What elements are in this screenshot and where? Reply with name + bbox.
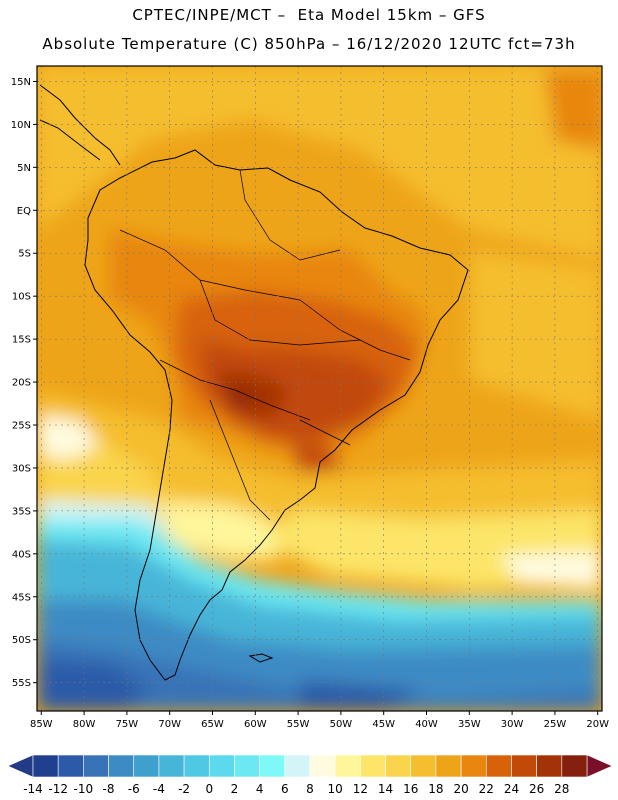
central-america-coast — [39, 84, 121, 166]
latitude-axis: 15N 10N 5N EQ 5S 10S 15S 20S 25S 30S 35S 40S 45S 50S 5… — [11, 77, 37, 689]
colorbar-swatch — [334, 754, 361, 778]
map-subtitle: Absolute Temperature (C) 850hPa – 16/12/… — [42, 35, 576, 53]
lon-tick-label: 40W — [415, 719, 438, 730]
colorbar-swatch — [410, 754, 437, 778]
colorbar-label: 22 — [479, 782, 494, 796]
lon-tick-label: 35W — [458, 719, 481, 730]
lat-tick-label: 50S — [12, 635, 31, 646]
longitude-axis: 85W 80W 75W 70W 65W 60W 55W 50W 45W 40W 35W 30W 25W 2… — [30, 711, 609, 730]
colorbar-swatch — [385, 754, 412, 778]
colorbar-swatch — [57, 754, 84, 778]
lat-tick-label: 5S — [18, 249, 31, 260]
colorbar-label: 6 — [281, 782, 289, 796]
colorbar-label: 14 — [378, 782, 393, 796]
colorbar-swatch — [511, 754, 537, 778]
colorbar-swatch — [108, 754, 135, 778]
colorbar-over-triangle — [586, 754, 613, 778]
colorbar-label: 16 — [403, 782, 418, 796]
colorbar-label: 24 — [504, 782, 519, 796]
lon-tick-label: 50W — [330, 719, 353, 730]
colorbar-label: 12 — [353, 782, 368, 796]
colorbar-swatch — [435, 754, 462, 778]
colorbar-label: 10 — [328, 782, 343, 796]
lat-tick-label: 10N — [11, 120, 31, 131]
colorbar-label: 0 — [205, 782, 213, 796]
colorbar-label: -12 — [48, 782, 68, 796]
colorbar-swatch — [360, 754, 386, 778]
map-frame — [36, 65, 603, 712]
colorbar-label: 18 — [428, 782, 443, 796]
lat-tick-label: 25S — [12, 421, 31, 432]
colorbar-label: -2 — [178, 782, 190, 796]
colorbar: -14 -12 -10 -8 -6 -4 -2 0 2 4 6 8 10 12 14 16 18 20 22 24 26… — [7, 754, 613, 796]
lon-tick-label: 20W — [586, 719, 609, 730]
colorbar-under-triangle — [7, 754, 34, 778]
lat-tick-label: 55S — [12, 678, 31, 689]
lon-tick-label: 30W — [501, 719, 524, 730]
south-america-coast — [84, 149, 469, 681]
lon-tick-label: 75W — [116, 719, 139, 730]
colorbar-swatch — [234, 754, 260, 778]
colorbar-swatch — [208, 754, 235, 778]
gridlines — [37, 66, 602, 711]
country-borders — [119, 169, 411, 521]
colorbar-swatch — [32, 754, 59, 778]
colorbar-label: 4 — [256, 782, 264, 796]
lon-tick-label: 80W — [73, 719, 96, 730]
colorbar-swatch — [158, 754, 185, 778]
colorbar-swatch — [536, 754, 563, 778]
lon-tick-label: 70W — [158, 719, 181, 730]
temperature-field — [37, 66, 602, 711]
lon-tick-label: 45W — [372, 719, 395, 730]
colorbar-swatch — [485, 754, 512, 778]
lon-tick-label: 85W — [30, 719, 53, 730]
lat-tick-label: 5N — [17, 163, 31, 174]
lat-tick-label: 20S — [12, 378, 31, 389]
colorbar-swatch — [309, 754, 336, 778]
lat-tick-label: 15S — [12, 335, 31, 346]
lat-tick-label: 35S — [12, 506, 31, 517]
colorbar-swatch — [561, 754, 588, 778]
lat-tick-label: 40S — [12, 549, 31, 560]
falkland-islands — [248, 653, 274, 663]
lat-tick-label: EQ — [17, 206, 31, 217]
colorbar-label: 26 — [529, 782, 544, 796]
coastlines — [39, 84, 469, 681]
lon-tick-label: 25W — [544, 719, 567, 730]
map-title: CPTEC/INPE/MCT – Eta Model 15km – GFS — [132, 6, 486, 24]
colorbar-label: -10 — [74, 782, 94, 796]
colorbar-swatch — [183, 754, 210, 778]
colorbar-swatch — [259, 754, 286, 778]
lat-tick-label: 30S — [12, 463, 31, 474]
lon-tick-label: 60W — [244, 719, 267, 730]
lat-tick-label: 45S — [12, 592, 31, 603]
colorbar-swatch — [460, 754, 487, 778]
colorbar-label: -6 — [128, 782, 140, 796]
colorbar-label: -4 — [153, 782, 165, 796]
lon-tick-label: 65W — [201, 719, 224, 730]
colorbar-label: -8 — [103, 782, 115, 796]
colorbar-swatch — [133, 754, 160, 778]
lat-tick-label: 10S — [12, 292, 31, 303]
colorbar-label: 28 — [554, 782, 569, 796]
colorbar-label: -14 — [23, 782, 43, 796]
colorbar-swatch — [83, 754, 109, 778]
colorbar-label: 20 — [453, 782, 468, 796]
colorbar-label: 8 — [306, 782, 314, 796]
lon-tick-label: 55W — [287, 719, 310, 730]
lat-tick-label: 15N — [11, 77, 31, 88]
colorbar-label: 2 — [231, 782, 239, 796]
colorbar-swatch — [284, 754, 311, 778]
